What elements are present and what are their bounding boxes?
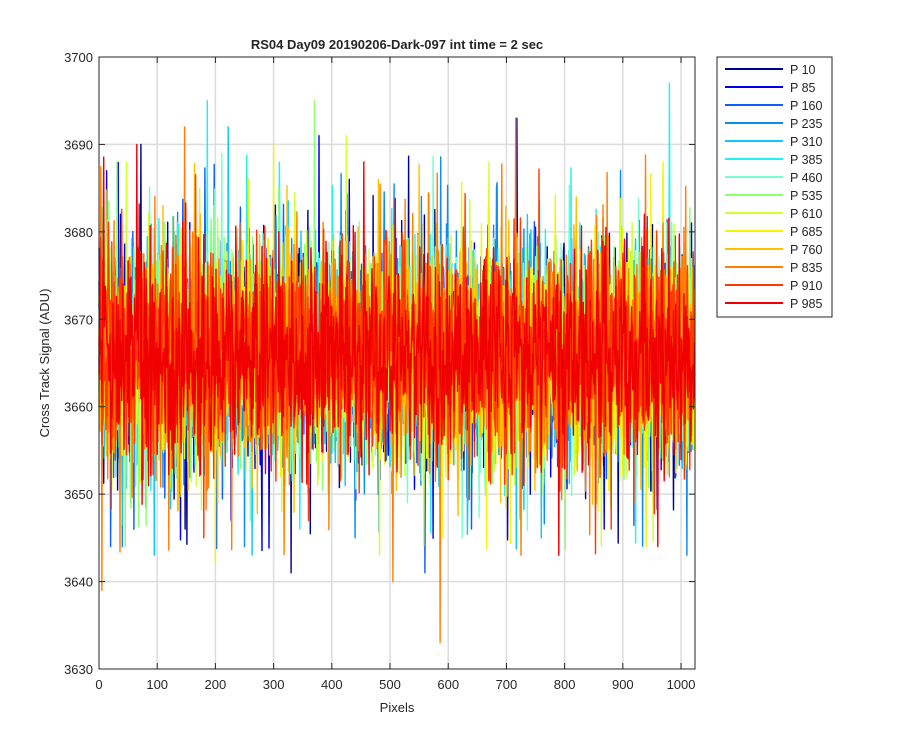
x-tick-label: 300 [263,677,285,692]
legend-label: P 985 [790,297,822,311]
x-tick-label: 1000 [667,677,696,692]
legend-label: P 835 [790,261,822,275]
y-tick-label: 3660 [64,400,93,415]
legend-label: P 385 [790,153,822,167]
legend-label: P 310 [790,135,822,149]
x-tick-label: 500 [379,677,401,692]
y-tick-label: 3630 [64,662,93,677]
x-tick-label: 800 [554,677,576,692]
x-tick-label: 0 [95,677,102,692]
legend-label: P 10 [790,63,816,77]
y-tick-label: 3650 [64,487,93,502]
legend-label: P 460 [790,171,822,185]
x-tick-label: 400 [321,677,343,692]
legend-label: P 85 [790,81,816,95]
legend-label: P 535 [790,189,822,203]
axes-box [98,56,696,670]
x-tick-label: 600 [437,677,459,692]
legend-label: P 910 [790,279,822,293]
x-tick-label: 100 [146,677,168,692]
series-line [98,143,696,556]
x-tick-label: 200 [205,677,227,692]
y-tick-label: 3700 [64,50,93,65]
legend-label: P 160 [790,99,822,113]
axis-ticks: 0 100 200 300 400 500 600 700 800 900 1000 3630 3640… [64,50,695,692]
legend-label: P 610 [790,207,822,221]
x-axis-label: Pixels [380,700,415,715]
y-tick-label: 3690 [64,137,93,152]
x-tick-label: 900 [612,677,634,692]
chart-title: RS04 Day09 20190206-Dark-097 int time = … [251,37,543,52]
legend-label: P 235 [790,117,822,131]
y-tick-label: 3680 [64,225,93,240]
y-tick-label: 3640 [64,575,93,590]
legend-box [716,56,833,318]
y-tick-label: 3670 [64,312,93,327]
legend: P 10 P 85 P 160 P 235 P 310 P 385 P 460 P 535 P … [716,56,833,318]
series-layer [98,82,696,644]
legend-label: P 760 [790,243,822,257]
legend-label: P 685 [790,225,822,239]
y-axis-label: Cross Track Signal (ADU) [37,289,52,438]
x-tick-label: 700 [496,677,518,692]
